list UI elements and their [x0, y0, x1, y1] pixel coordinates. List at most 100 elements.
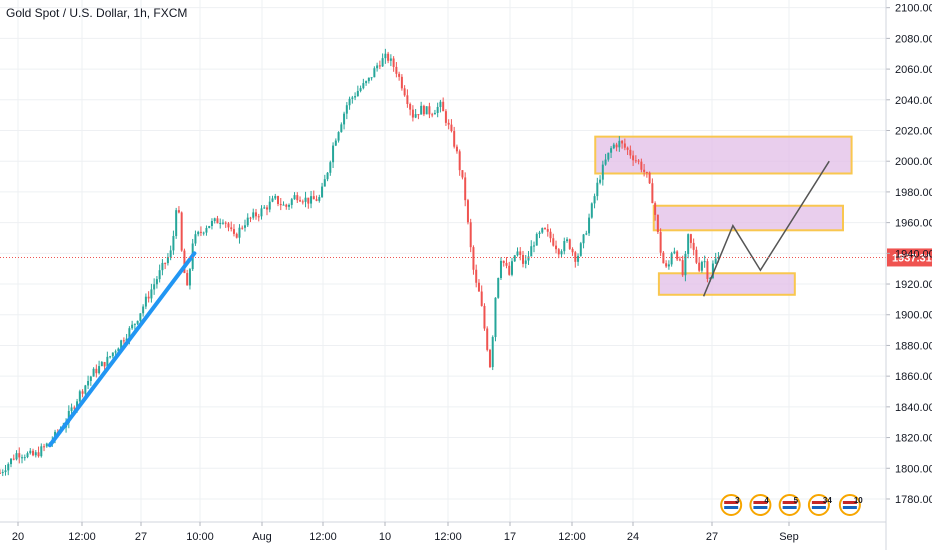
- candle-body: [23, 457, 26, 459]
- candle-body: [654, 203, 657, 215]
- flag-stripe-icon: [811, 501, 826, 504]
- candle-body: [315, 199, 318, 201]
- candle-body: [210, 221, 213, 227]
- candle-body: [590, 203, 593, 218]
- candle-body: [180, 212, 183, 251]
- candle-body: [447, 122, 450, 125]
- candle-body: [637, 160, 640, 162]
- candle-body: [444, 111, 447, 123]
- candle-body: [389, 58, 392, 61]
- candle-body: [150, 289, 153, 299]
- candle-body: [563, 241, 566, 252]
- candle-body: [153, 284, 156, 290]
- candle-body: [29, 450, 32, 454]
- candle-body: [717, 257, 720, 259]
- x-tick-label: Aug: [252, 531, 272, 543]
- candle-body: [709, 277, 712, 279]
- candle-body: [92, 368, 95, 377]
- x-tick-label: 10: [379, 531, 391, 543]
- candle-body: [45, 443, 48, 447]
- candle-body: [122, 340, 125, 342]
- candle-body: [15, 453, 18, 460]
- candle-body: [235, 233, 238, 238]
- candle-body: [290, 199, 293, 205]
- last-price-layer: 1937.31: [0, 248, 932, 267]
- candle-body: [147, 296, 150, 299]
- last-price-label-bg: [887, 248, 932, 267]
- candle-body: [345, 105, 348, 114]
- candle-body: [662, 252, 665, 264]
- candle-body: [612, 144, 615, 149]
- event-badge[interactable]: 10: [838, 494, 863, 516]
- candle-body: [329, 162, 332, 173]
- flag-stripe-icon: [782, 501, 797, 504]
- candle-body: [395, 66, 398, 74]
- candle-body: [202, 232, 205, 234]
- flag-stripe-icon: [753, 501, 768, 504]
- candle-body: [370, 77, 373, 79]
- candle-body: [354, 96, 357, 98]
- candle-body: [111, 352, 114, 357]
- candle-body: [323, 179, 326, 187]
- candle-body: [442, 101, 445, 112]
- grid: [0, 0, 886, 522]
- candle-body: [645, 171, 648, 173]
- candle-body: [334, 140, 337, 146]
- y-tick-label: 2040.00: [895, 95, 932, 107]
- candle-body: [70, 407, 73, 411]
- candle-body: [197, 231, 200, 235]
- candle-body: [634, 160, 637, 162]
- candle-body: [422, 105, 425, 115]
- candle-body: [213, 218, 216, 222]
- candle-body: [241, 227, 244, 229]
- x-tick-label: 12:00: [434, 531, 462, 543]
- candle-body: [483, 305, 486, 329]
- event-badge[interactable]: 3: [720, 494, 743, 516]
- flag-stripe-icon: [724, 506, 739, 509]
- x-tick-label: 20: [12, 531, 24, 543]
- candle-body: [81, 391, 84, 394]
- candle-body: [98, 366, 101, 374]
- candle-body: [577, 255, 580, 262]
- candle-body: [84, 385, 87, 394]
- event-badge[interactable]: 34: [807, 494, 832, 516]
- x-tick-label: 27: [706, 531, 718, 543]
- candle-body: [169, 250, 172, 258]
- flag-stripe-icon: [753, 506, 768, 509]
- candle-body: [89, 376, 92, 382]
- event-badges: 3 4 5 34 10: [720, 494, 863, 516]
- candle-body: [161, 262, 164, 271]
- candle-body: [593, 196, 596, 204]
- candle-body: [472, 247, 475, 270]
- candle-body: [221, 222, 224, 224]
- y-tick-label: 1960.00: [895, 218, 932, 230]
- y-tick-label: 1980.00: [895, 187, 932, 199]
- candle-body: [706, 261, 709, 279]
- candle-body: [106, 356, 109, 367]
- y-tick-label: 1880.00: [895, 340, 932, 352]
- candle-body: [502, 260, 505, 263]
- candle-body: [582, 234, 585, 244]
- candle-body: [684, 253, 687, 276]
- event-badge[interactable]: 4: [749, 494, 772, 516]
- candle-body: [362, 83, 365, 89]
- candle-body: [692, 242, 695, 250]
- candle-body: [546, 229, 549, 232]
- badge-ring: [807, 494, 830, 516]
- candle-body: [629, 149, 632, 156]
- candle-body: [510, 261, 513, 275]
- candle-body: [714, 258, 717, 264]
- candle-body: [488, 349, 491, 368]
- candle-body: [431, 114, 434, 116]
- x-axis: 20 12:00 27 10:00 Aug 12:00 10 12:00 17 12:00 24 27…: [0, 521, 886, 543]
- candle-body: [678, 259, 681, 261]
- y-tick-label: 1860.00: [895, 371, 932, 383]
- candle-body: [249, 217, 252, 219]
- candle-body: [387, 53, 390, 61]
- candle-body: [560, 251, 563, 255]
- candle-body: [125, 338, 128, 342]
- flag-stripe-icon: [842, 501, 857, 504]
- event-badge[interactable]: 5: [778, 494, 801, 516]
- candle-body: [615, 144, 618, 148]
